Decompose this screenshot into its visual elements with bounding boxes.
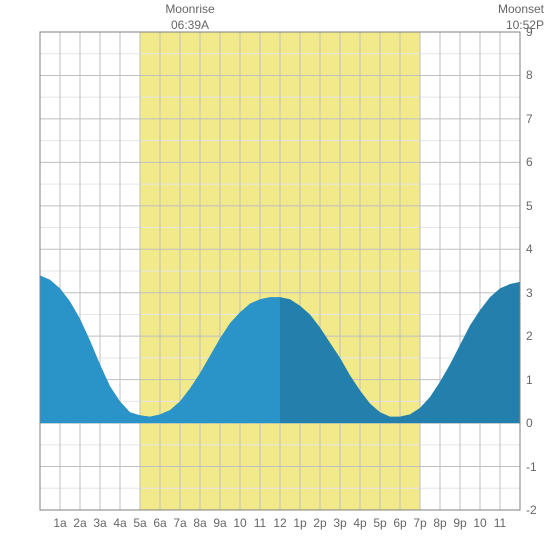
x-tick-label: 11: [490, 516, 510, 530]
x-tick-label: 11: [250, 516, 270, 530]
x-tick-label: 1a: [50, 516, 70, 530]
moonrise-caption: Moonrise: [165, 2, 214, 16]
chart-svg: [0, 0, 550, 550]
x-tick-label: 3a: [90, 516, 110, 530]
y-tick-label: 2: [526, 329, 533, 343]
y-tick-label: 0: [526, 416, 533, 430]
x-tick-label: 9a: [210, 516, 230, 530]
y-tick-label: 9: [526, 25, 533, 39]
tide-chart: Moonrise 06:39A Moonset 10:52P 1a2a3a4a5…: [0, 0, 550, 550]
x-tick-label: 10: [230, 516, 250, 530]
x-tick-label: 4p: [350, 516, 370, 530]
x-tick-label: 4a: [110, 516, 130, 530]
y-tick-label: 5: [526, 199, 533, 213]
x-tick-label: 1p: [290, 516, 310, 530]
x-tick-label: 12: [270, 516, 290, 530]
x-tick-label: 3p: [330, 516, 350, 530]
x-tick-label: 7a: [170, 516, 190, 530]
y-tick-label: 6: [526, 155, 533, 169]
y-tick-label: 4: [526, 242, 533, 256]
y-tick-label: -2: [526, 503, 537, 517]
moonset-caption: Moonset: [498, 2, 544, 16]
moonset-label: Moonset 10:52P: [474, 2, 544, 33]
x-tick-label: 7p: [410, 516, 430, 530]
x-tick-label: 2p: [310, 516, 330, 530]
y-tick-label: -1: [526, 460, 537, 474]
x-tick-label: 6a: [150, 516, 170, 530]
y-tick-label: 8: [526, 68, 533, 82]
x-tick-label: 8a: [190, 516, 210, 530]
x-tick-label: 6p: [390, 516, 410, 530]
y-tick-label: 1: [526, 373, 533, 387]
x-tick-label: 5a: [130, 516, 150, 530]
x-tick-label: 5p: [370, 516, 390, 530]
y-tick-label: 3: [526, 286, 533, 300]
moonset-time: 10:52P: [506, 18, 544, 32]
moonrise-time: 06:39A: [171, 18, 209, 32]
y-tick-label: 7: [526, 112, 533, 126]
x-tick-label: 2a: [70, 516, 90, 530]
x-tick-label: 10: [470, 516, 490, 530]
x-tick-label: 9p: [450, 516, 470, 530]
moonrise-label: Moonrise 06:39A: [150, 2, 230, 33]
x-tick-label: 8p: [430, 516, 450, 530]
